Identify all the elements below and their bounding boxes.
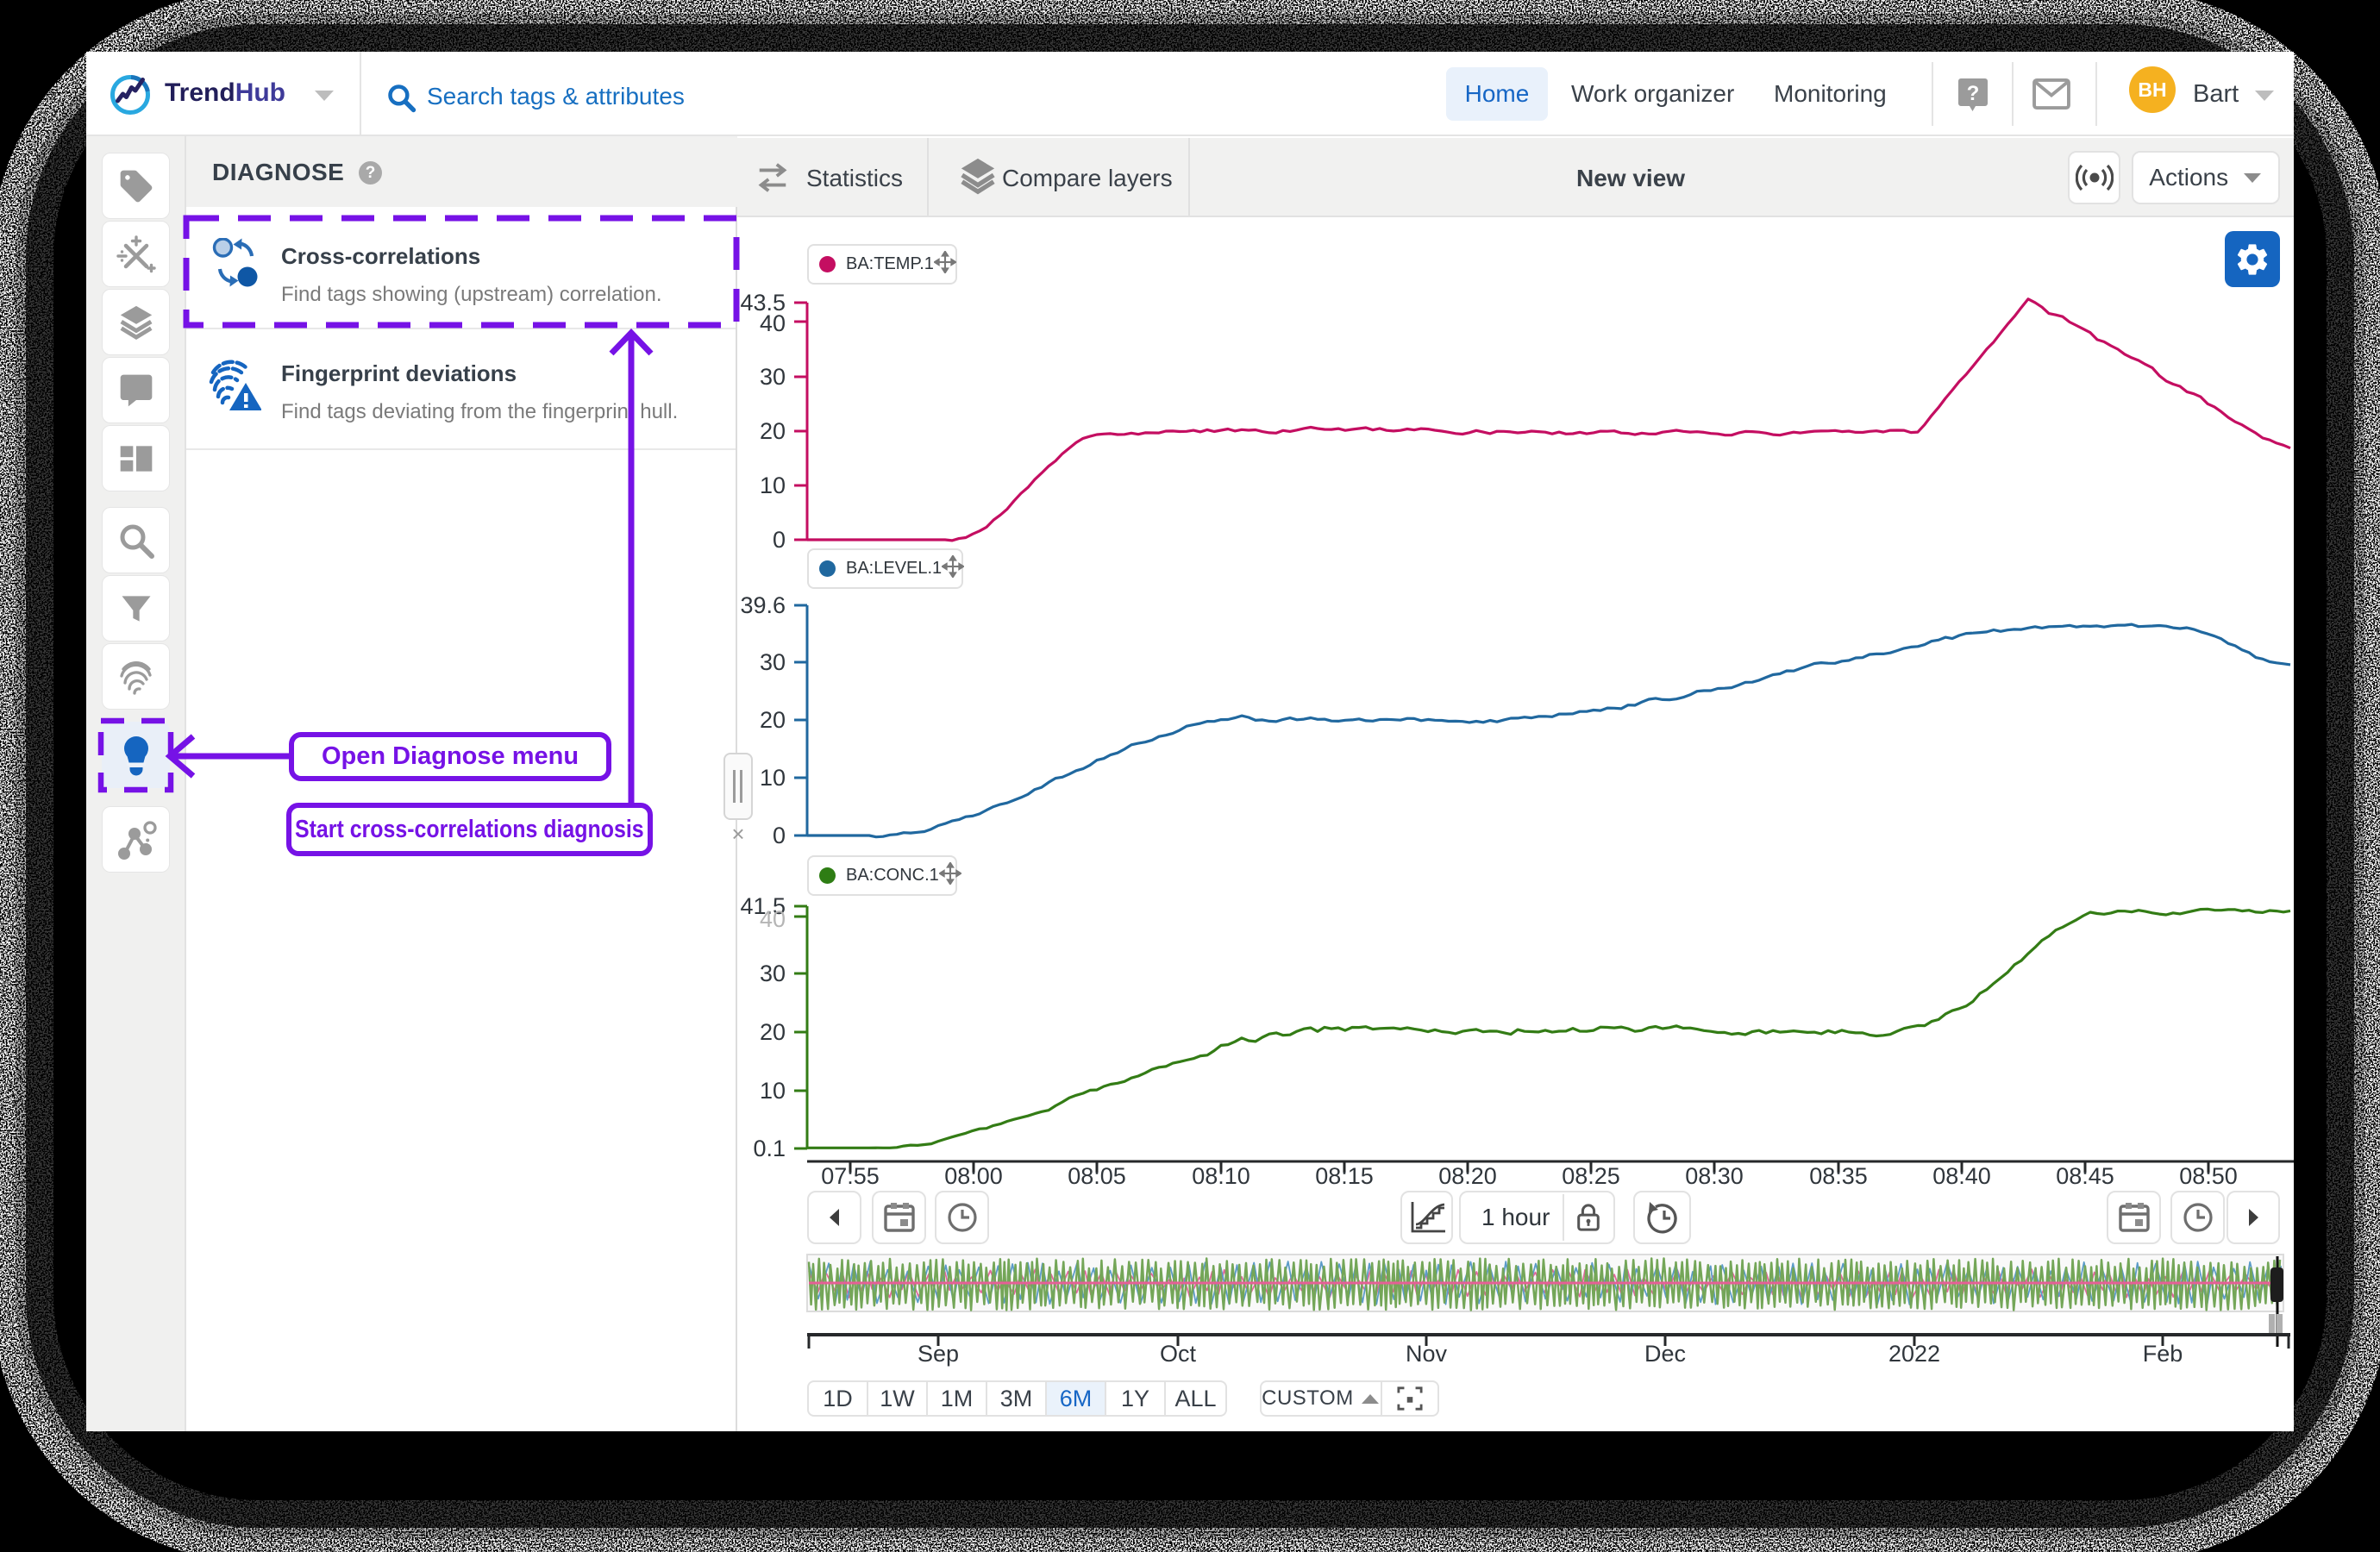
svg-text:20: 20 [760, 1019, 786, 1045]
svg-text:0.1: 0.1 [753, 1136, 786, 1161]
svg-text:0: 0 [773, 527, 786, 553]
svg-text:08:05: 08:05 [1068, 1163, 1126, 1189]
svg-text:08:30: 08:30 [1685, 1163, 1744, 1189]
svg-text:20: 20 [760, 707, 786, 733]
svg-text:40: 40 [760, 310, 786, 336]
svg-text:?: ? [1967, 82, 1980, 105]
svg-text:07:55: 07:55 [821, 1163, 880, 1189]
svg-text:08:00: 08:00 [944, 1163, 1003, 1189]
svg-text:10: 10 [760, 765, 786, 791]
svg-text:2022: 2022 [1888, 1341, 1940, 1367]
svg-text:08:20: 08:20 [1438, 1163, 1497, 1189]
svg-text:40: 40 [760, 906, 786, 932]
svg-text:08:45: 08:45 [2056, 1163, 2114, 1189]
svg-text:08:25: 08:25 [1562, 1163, 1620, 1189]
svg-text:39.6: 39.6 [740, 592, 786, 618]
svg-text:10: 10 [760, 472, 786, 498]
svg-text:Sep: Sep [918, 1341, 959, 1367]
svg-text:30: 30 [760, 364, 786, 390]
svg-text:Feb: Feb [2143, 1341, 2183, 1367]
svg-text:30: 30 [760, 961, 786, 986]
svg-text:0: 0 [773, 823, 786, 848]
svg-text:08:50: 08:50 [2179, 1163, 2238, 1189]
svg-text:Dec: Dec [1644, 1341, 1686, 1367]
svg-text:08:35: 08:35 [1809, 1163, 1868, 1189]
svg-text:43.5: 43.5 [740, 290, 786, 316]
svg-text:Nov: Nov [1406, 1341, 1448, 1367]
svg-text:20: 20 [760, 418, 786, 444]
svg-text:08:40: 08:40 [1932, 1163, 1991, 1189]
svg-text:10: 10 [760, 1078, 786, 1104]
svg-text:08:10: 08:10 [1192, 1163, 1250, 1189]
svg-text:41.5: 41.5 [740, 893, 786, 919]
svg-text:Oct: Oct [1160, 1341, 1197, 1367]
svg-text:08:15: 08:15 [1315, 1163, 1374, 1189]
svg-text:30: 30 [760, 649, 786, 675]
